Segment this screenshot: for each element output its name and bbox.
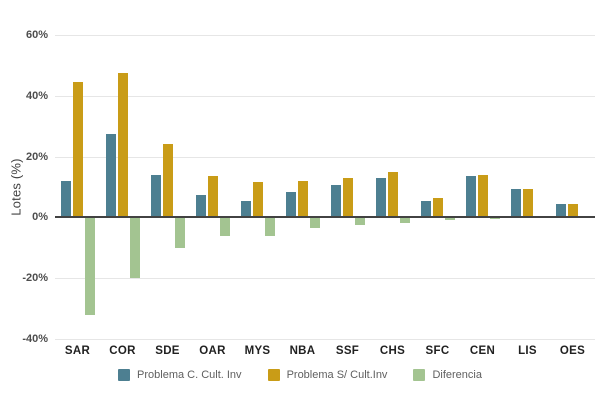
gridline — [55, 35, 595, 36]
bar-ssf-con-cult — [330, 185, 341, 218]
y-tick-label: -40% — [22, 333, 48, 345]
x-category-label-nba: NBA — [289, 345, 316, 357]
bar-lis-con-cult — [510, 188, 521, 218]
gridline — [55, 156, 595, 158]
y-tick-label: -20% — [22, 272, 48, 285]
bar-sde-diferencia — [174, 217, 185, 248]
gridline — [55, 95, 595, 97]
bar-oes-sin-cult — [567, 203, 578, 218]
y-tick-label: 40% — [25, 89, 48, 102]
legend-item-con-cult: Problema C. Cult. Inv — [118, 369, 242, 381]
legend-swatch-icon — [267, 369, 280, 381]
legend-label: Problema S/ Cult.Inv — [286, 369, 388, 381]
legend-label: Problema C. Cult. Inv — [137, 369, 242, 381]
bar-cor-sin-cult — [117, 73, 128, 218]
bar-group-cor — [100, 35, 145, 339]
x-category-label-sfc: SFC — [425, 345, 450, 357]
bar-nba-sin-cult — [297, 180, 308, 218]
y-tick-label: 0% — [32, 211, 48, 224]
bar-group-oar — [190, 35, 235, 339]
bar-oes-con-cult — [555, 203, 566, 218]
bar-group-cen — [460, 35, 505, 339]
bar-group-sar — [55, 35, 100, 339]
bar-mys-sin-cult — [252, 182, 263, 218]
bar-cor-diferencia — [129, 217, 140, 279]
x-category-label-lis: LIS — [518, 345, 537, 357]
legend-item-diferencia: Diferencia — [413, 369, 482, 381]
bar-nba-diferencia — [309, 217, 320, 229]
x-category-label-cen: CEN — [469, 345, 496, 357]
bar-oar-con-cult — [195, 194, 206, 218]
legend-item-sin-cult: Problema S/ Cult.Inv — [267, 369, 388, 381]
x-axis-category-labels: SAR COR SDE OAR MYS NBA SSF CHS SFC CEN LIS OES — [55, 344, 595, 359]
x-category-label-chs: CHS — [379, 345, 406, 357]
zero-axis-line — [55, 216, 595, 219]
x-category-label-oes: OES — [559, 345, 586, 357]
bar-sar-con-cult — [60, 180, 71, 218]
bar-sar-sin-cult — [72, 82, 83, 218]
gridline — [55, 339, 595, 340]
bar-group-nba — [280, 35, 325, 339]
legend-swatch-icon — [118, 369, 131, 381]
x-category-label-cor: COR — [109, 345, 136, 357]
bar-sde-con-cult — [150, 174, 161, 218]
x-category-label-sde: SDE — [155, 345, 180, 357]
y-tick-label: 60% — [25, 29, 48, 41]
bar-chs-sin-cult — [387, 171, 398, 218]
bar-sfc-con-cult — [420, 200, 431, 218]
bar-group-chs — [370, 35, 415, 339]
x-category-label-mys: MYS — [244, 345, 271, 357]
bar-chs-diferencia — [399, 217, 410, 224]
x-category-label-oar: OAR — [199, 345, 226, 357]
bar-sde-sin-cult — [162, 144, 173, 218]
y-tick-label: 20% — [25, 150, 48, 163]
bar-group-lis — [505, 35, 550, 339]
bar-ssf-sin-cult — [342, 177, 353, 218]
x-category-label-sar: SAR — [64, 345, 91, 357]
bar-oar-diferencia — [219, 217, 230, 236]
bar-oar-sin-cult — [207, 176, 218, 218]
gridline — [55, 278, 595, 280]
bar-group-sde — [145, 35, 190, 339]
bar-group-sfc — [415, 35, 460, 339]
plot-area — [55, 35, 595, 340]
legend-swatch-icon — [413, 369, 426, 381]
legend: Problema C. Cult. Inv Problema S/ Cult.In… — [0, 369, 600, 381]
bar-mys-diferencia — [264, 217, 275, 236]
bar-ssf-diferencia — [354, 217, 365, 225]
bar-nba-con-cult — [285, 191, 296, 218]
bar-cen-con-cult — [465, 176, 476, 218]
bar-cor-con-cult — [105, 133, 116, 218]
bar-group-ssf — [325, 35, 370, 339]
y-axis-tick-labels: 60% 40% 20% 0% -20% -40% — [0, 29, 48, 345]
bar-group-oes — [550, 35, 595, 339]
bar-sar-diferencia — [84, 217, 95, 315]
bar-sfc-diferencia — [444, 217, 455, 221]
bar-lis-sin-cult — [522, 188, 533, 218]
bar-mys-con-cult — [240, 200, 251, 218]
bar-chs-con-cult — [375, 177, 386, 218]
bar-sfc-sin-cult — [432, 197, 443, 218]
bar-cen-sin-cult — [477, 174, 488, 218]
legend-label: Diferencia — [432, 369, 482, 381]
x-category-label-ssf: SSF — [335, 345, 360, 357]
bar-group-mys — [235, 35, 280, 339]
